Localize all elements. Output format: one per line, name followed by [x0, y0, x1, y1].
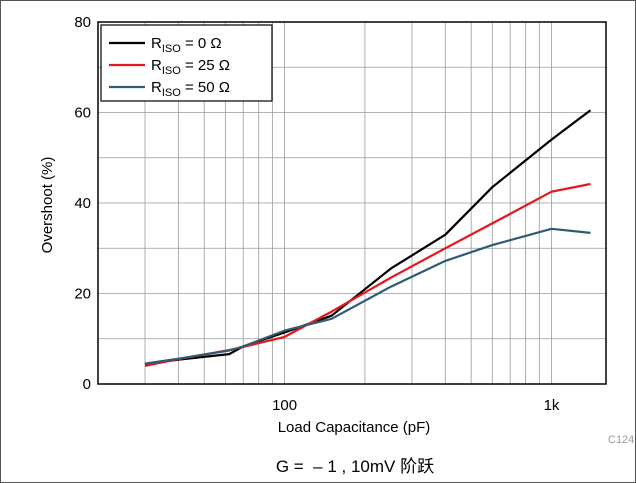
y-tick-label: 80	[74, 14, 91, 31]
x-axis-ticks: 100 1k	[272, 397, 560, 414]
legend-box	[100, 24, 273, 102]
figure-code: C124	[608, 434, 634, 446]
y-tick-label: 20	[74, 286, 91, 303]
x-tick-label: 1k	[544, 397, 560, 414]
legend-label-3: RISO = 50 Ω	[151, 79, 230, 99]
y-tick-label: 0	[83, 376, 91, 393]
legend-label-2: RISO = 25 Ω	[151, 57, 230, 77]
y-axis-title: Overshoot (%)	[39, 157, 56, 254]
x-tick-label: 100	[272, 397, 297, 414]
x-axis-title: Load Capacitance (pF)	[278, 419, 431, 436]
series-lines	[144, 109, 592, 367]
y-axis-ticks: 0 20 40 60 80	[74, 14, 91, 393]
legend-label-1: RISO = 0 Ω	[151, 35, 222, 55]
series-line-3	[144, 227, 591, 365]
series-line-1	[144, 109, 592, 366]
y-tick-label: 60	[74, 105, 91, 122]
y-tick-label: 40	[74, 195, 91, 212]
plot-area-border	[97, 21, 607, 385]
figure-caption: G = – 1 , 10mV 阶跃	[276, 457, 434, 476]
